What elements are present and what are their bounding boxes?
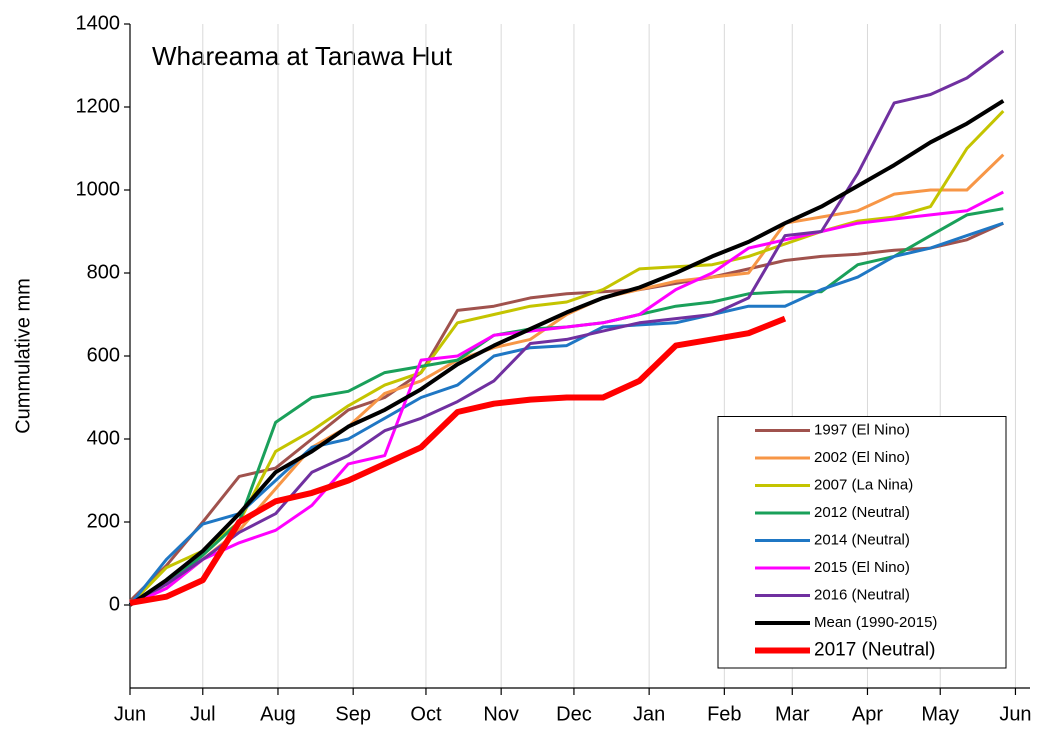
x-tick-label: May (921, 703, 959, 725)
legend-label: 2015 (El Nino) (814, 559, 910, 576)
x-tick-label: Oct (410, 703, 442, 725)
series-line (129, 49, 1005, 605)
y-tick-label: 200 (87, 510, 120, 532)
x-tick-label: Sep (335, 703, 371, 725)
legend-label: Mean (1990-2015) (814, 614, 937, 631)
y-axis-label: Cummulative mm (12, 278, 34, 434)
x-tick-label: Jul (190, 703, 216, 725)
chart-title: Whareama at Tanawa Hut (152, 41, 453, 71)
x-tick-label: Dec (556, 703, 592, 725)
legend-label: 2014 (Neutral) (814, 531, 910, 548)
series-line (128, 110, 1005, 607)
series-line (129, 190, 1004, 607)
x-tick-label: Aug (260, 703, 296, 725)
x-tick-label: Jan (633, 703, 665, 725)
x-tick-label: Apr (852, 703, 883, 725)
legend-label: 2007 (La Nina) (814, 476, 913, 493)
series-line (128, 99, 1005, 607)
series-line (129, 315, 787, 606)
legend-label: 2016 (Neutral) (814, 586, 910, 603)
x-tick-label: Feb (707, 703, 741, 725)
x-tick-label: Nov (483, 703, 519, 725)
x-tick-label: Jun (114, 703, 146, 725)
legend-label: 1997 (El Nino) (814, 421, 910, 438)
y-tick-label: 400 (87, 427, 120, 449)
y-tick-label: 0 (109, 593, 120, 615)
y-tick-label: 800 (87, 261, 120, 283)
y-tick-label: 1000 (76, 178, 121, 200)
series-line (128, 221, 1004, 602)
legend-label: 2012 (Neutral) (814, 504, 910, 521)
series-line (128, 221, 1004, 606)
legend-label: 2002 (El Nino) (814, 449, 910, 466)
y-tick-label: 1400 (76, 12, 121, 34)
y-tick-label: 600 (87, 344, 120, 366)
legend-label: 2017 (Neutral) (814, 640, 935, 661)
x-tick-label: Jun (999, 703, 1031, 725)
y-tick-label: 1200 (76, 95, 121, 117)
x-tick-label: Mar (775, 703, 810, 725)
